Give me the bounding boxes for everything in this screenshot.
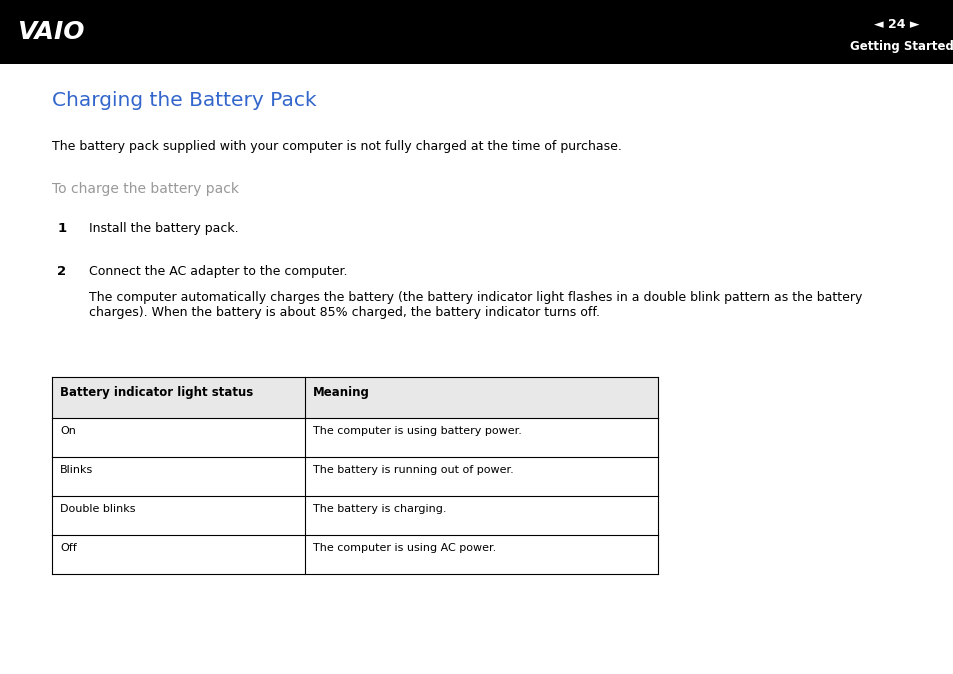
Text: Off: Off [60, 543, 77, 553]
Text: Meaning: Meaning [313, 386, 370, 398]
Bar [0, 0, 953, 64]
Text: Battery indicator light status: Battery indicator light status [60, 386, 253, 398]
Bar [52, 535, 658, 574]
Bar [52, 457, 658, 496]
Text: 1: 1 [57, 222, 67, 235]
Text: The battery is running out of power.: The battery is running out of power. [313, 465, 513, 475]
Text: ◄ 24 ►: ◄ 24 ► [873, 18, 919, 31]
Bar [52, 418, 658, 457]
Text: The computer is using AC power.: The computer is using AC power. [313, 543, 496, 553]
Text: The battery is charging.: The battery is charging. [313, 504, 446, 514]
Bar [52, 496, 658, 535]
Text: On: On [60, 426, 76, 436]
Bar [52, 377, 658, 418]
Text: Connect the AC adapter to the computer.: Connect the AC adapter to the computer. [89, 265, 347, 278]
Text: VAIO: VAIO [17, 20, 85, 44]
Text: The computer is using battery power.: The computer is using battery power. [313, 426, 521, 436]
Text: The computer automatically charges the battery (the battery indicator light flas: The computer automatically charges the b… [89, 291, 862, 319]
Text: 2: 2 [57, 265, 67, 278]
Text: To charge the battery pack: To charge the battery pack [52, 182, 239, 196]
Text: Blinks: Blinks [60, 465, 93, 475]
Text: Getting Started: Getting Started [849, 40, 952, 53]
Text: The battery pack supplied with your computer is not fully charged at the time of: The battery pack supplied with your comp… [52, 140, 621, 152]
Text: Charging the Battery Pack: Charging the Battery Pack [52, 91, 316, 110]
Text: Double blinks: Double blinks [60, 504, 135, 514]
Text: Install the battery pack.: Install the battery pack. [89, 222, 238, 235]
